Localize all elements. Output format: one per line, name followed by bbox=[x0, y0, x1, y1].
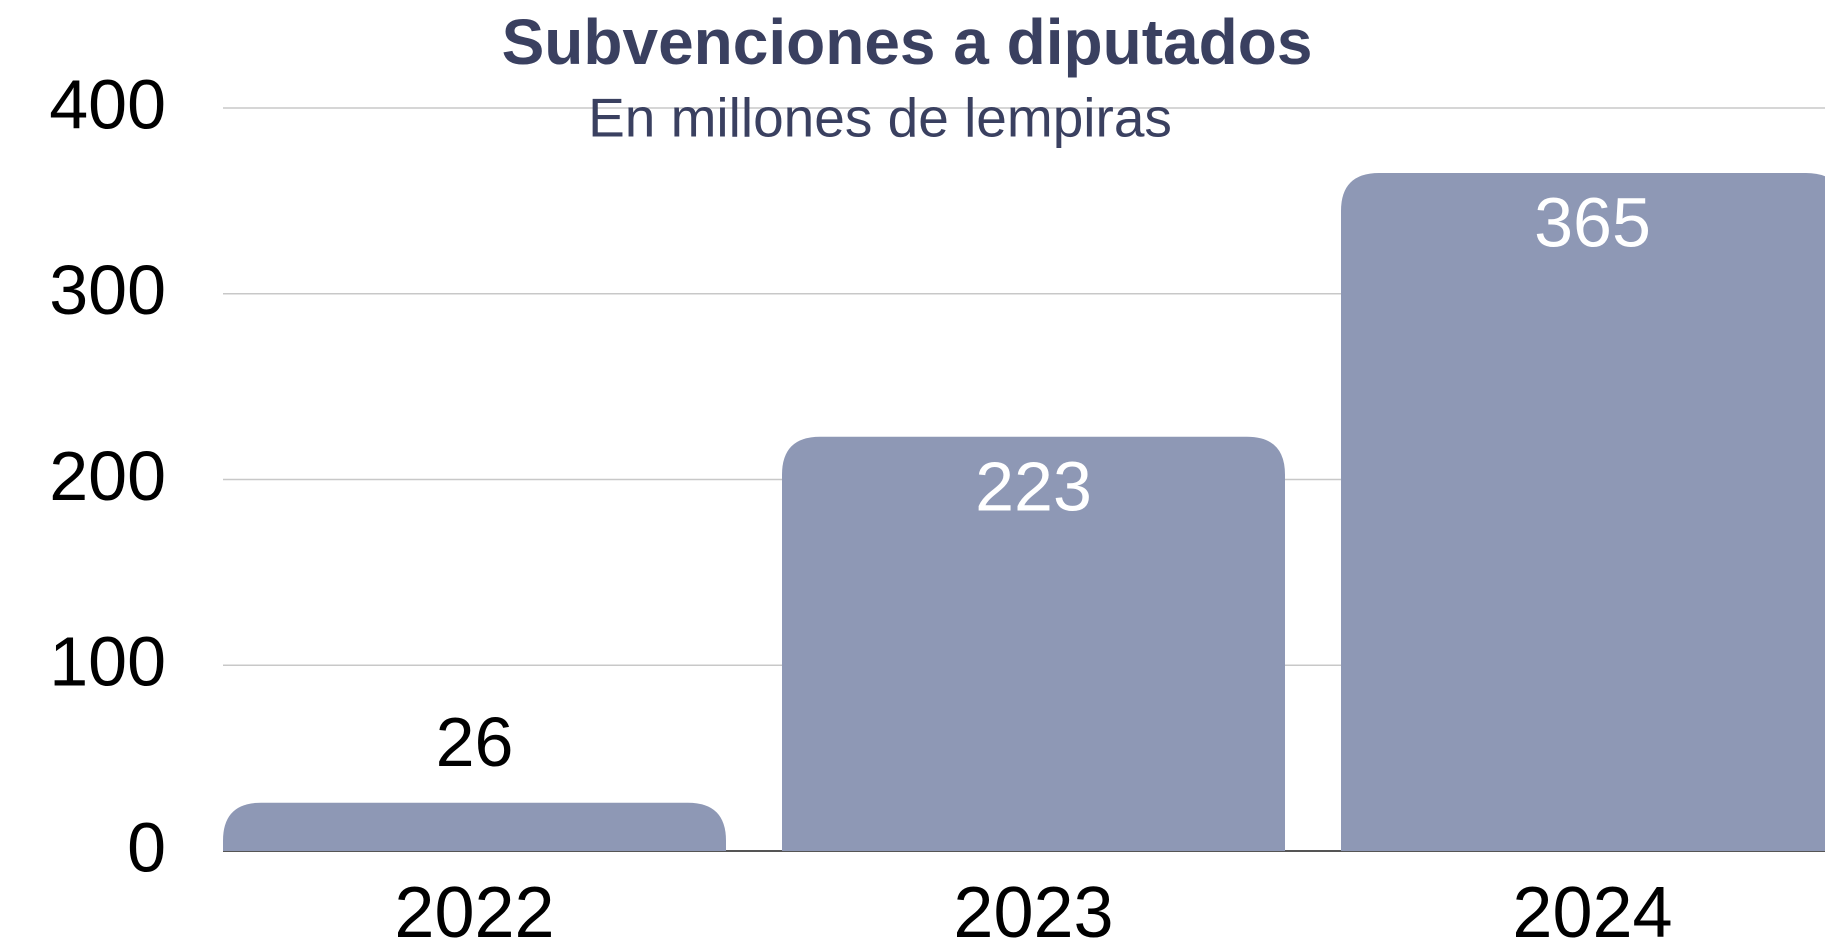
y-tick-label: 200 bbox=[49, 437, 166, 515]
data-label: 365 bbox=[1534, 183, 1651, 261]
x-tick-label: 2022 bbox=[394, 873, 554, 949]
y-tick-label: 100 bbox=[49, 623, 166, 701]
y-tick-label: 400 bbox=[49, 65, 166, 143]
x-tick-label: 2023 bbox=[953, 873, 1113, 949]
bar bbox=[223, 802, 726, 851]
data-label: 223 bbox=[975, 447, 1092, 525]
chart-subtitle: En millones de lempiras bbox=[588, 87, 1172, 149]
bar bbox=[1341, 173, 1825, 851]
data-label: 26 bbox=[436, 703, 514, 781]
y-tick-label: 0 bbox=[127, 808, 166, 886]
marks: 2022 26 2023 223 2024 365 bbox=[223, 173, 1825, 949]
chart-title: Subvenciones a diputados bbox=[502, 6, 1313, 78]
grid: 0 100 200 300 400 bbox=[49, 65, 1825, 886]
y-tick-label: 300 bbox=[49, 251, 166, 329]
x-tick-label: 2024 bbox=[1512, 873, 1672, 949]
bar bbox=[782, 436, 1285, 851]
